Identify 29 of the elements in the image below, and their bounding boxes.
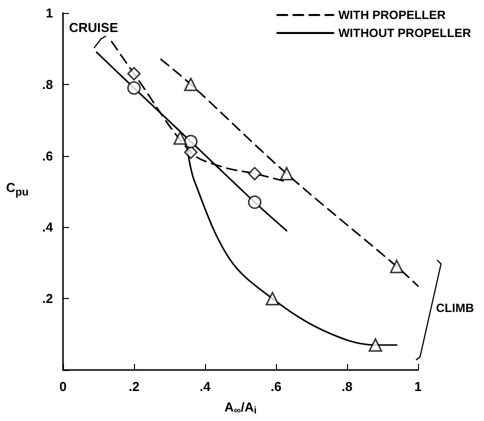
point: [184, 134, 198, 148]
legend-label: WITH PROPELLER: [338, 8, 446, 22]
point: [184, 145, 198, 159]
point: [368, 338, 382, 352]
y-tick-label: .4: [42, 220, 54, 235]
point: [280, 166, 294, 180]
point: [248, 195, 262, 209]
y-tick-label: .8: [42, 76, 53, 92]
x-tick-label: .6: [270, 379, 282, 394]
y-tick-label: 1: [46, 6, 53, 20]
annotation: CRUISE: [69, 20, 118, 35]
y-axis-title: C$_{pu}$: [6, 180, 29, 200]
point: [248, 166, 262, 180]
point: [390, 260, 404, 274]
point: [266, 292, 280, 306]
legend-label: WITHOUT PROPELLER: [338, 26, 472, 40]
x-tick-label: .8: [342, 379, 352, 394]
text: CLIMB: [436, 301, 474, 315]
y-tick-label: .2: [42, 291, 53, 306]
point: [127, 81, 141, 95]
point: [173, 131, 187, 145]
x-tick-label: .2: [128, 379, 140, 394]
x-tick-label: 0: [59, 379, 67, 394]
x-tick-label: .4: [200, 379, 212, 394]
point: [184, 78, 198, 92]
x-tick-label: 1: [414, 379, 422, 394]
point: [127, 66, 141, 80]
line-series: [160, 58, 419, 287]
y-tick-label: .6: [42, 148, 53, 164]
